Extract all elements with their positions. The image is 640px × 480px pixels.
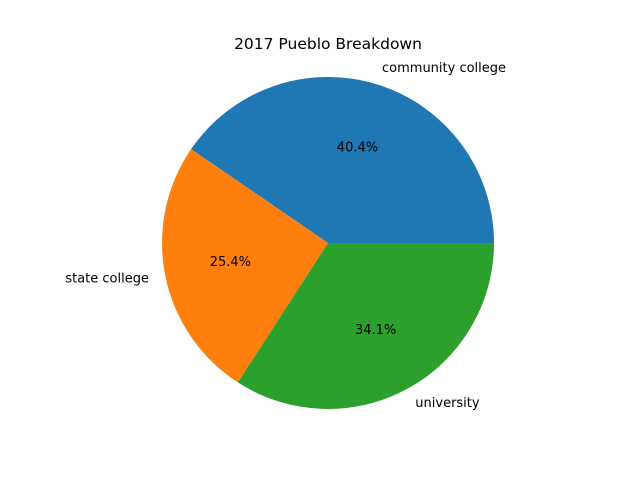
pie-slice-university [237, 243, 494, 409]
pie-labels: 40.4% community college 25.4% state college… [65, 61, 506, 411]
pct-label-community-college: 40.4% [337, 140, 378, 155]
pie-slice-community-college [191, 76, 495, 243]
slice-label-community-college: community college [382, 61, 506, 76]
chart-title: 2017 Pueblo Breakdown [234, 35, 422, 53]
pct-label-state-college: 25.4% [210, 255, 251, 270]
pie-slice-state-college [161, 149, 328, 383]
pie-slices [161, 76, 495, 409]
slice-label-state-college: state college [65, 271, 149, 286]
slice-label-university: university [415, 396, 480, 411]
pct-label-university: 34.1% [355, 323, 396, 338]
